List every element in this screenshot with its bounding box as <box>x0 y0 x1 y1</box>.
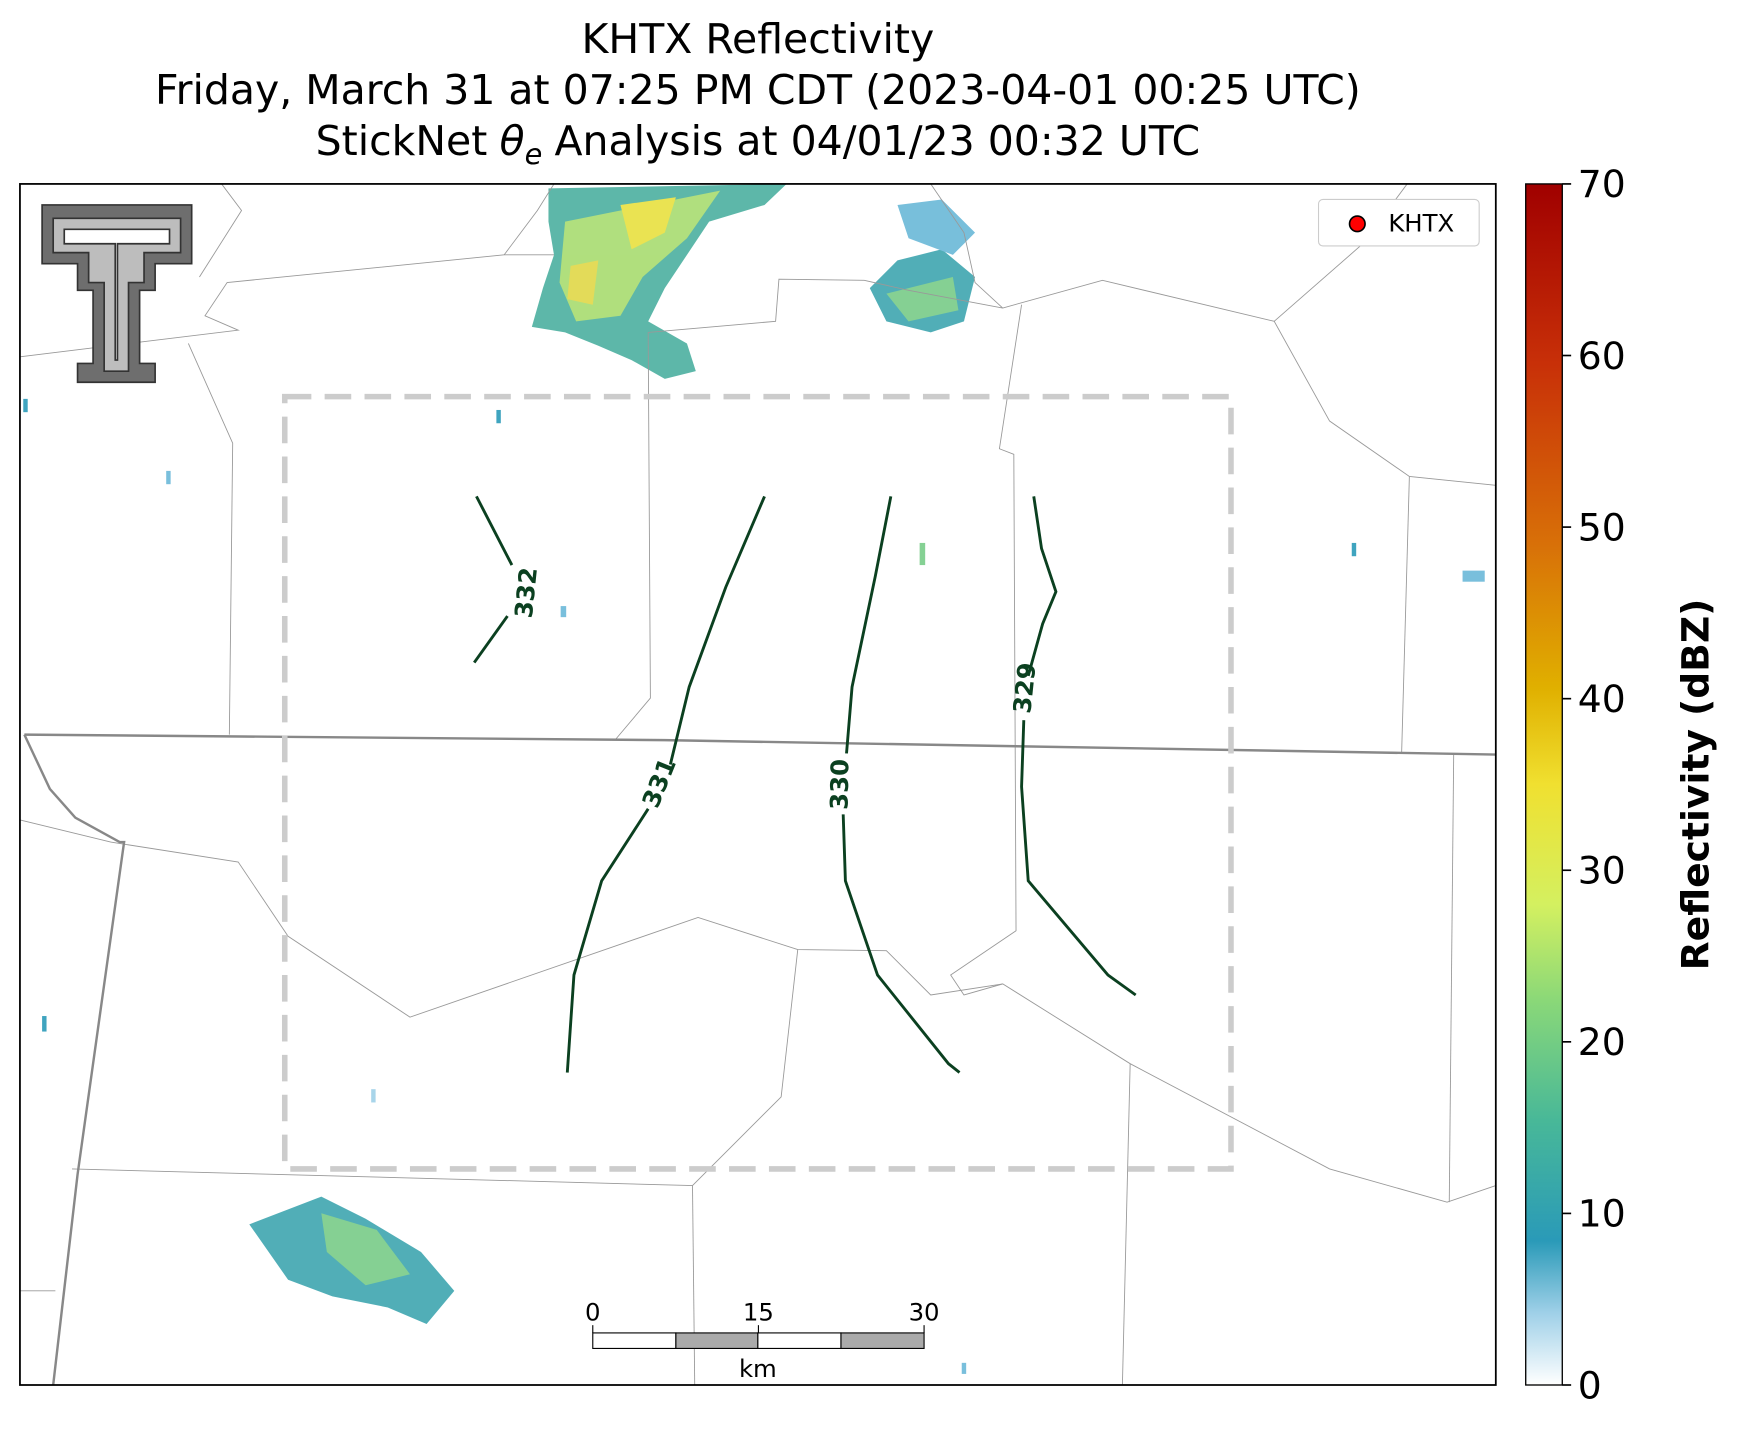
logo <box>41 204 193 384</box>
legend: KHTX <box>1317 198 1480 247</box>
colorbar-tick-label: 0 <box>1578 1363 1602 1407</box>
legend-label: KHTX <box>1388 209 1454 238</box>
title-line: Friday, March 31 at 07:25 PM CDT (2023-0… <box>155 66 1361 114</box>
legend-box <box>1317 198 1480 247</box>
scale-unit: km <box>739 1354 777 1383</box>
colorbar-tick-label: 20 <box>1578 1020 1626 1064</box>
contour-line <box>565 808 650 1073</box>
title-text: StickNet <box>316 117 488 165</box>
analysis-domain <box>281 393 1234 1172</box>
colorbar <box>1525 183 1563 1386</box>
scale-bar: km <box>592 1332 925 1383</box>
scale-tick-label: 30 <box>909 1298 940 1327</box>
contour-label: 329 <box>1007 661 1041 715</box>
contour-line <box>473 615 509 664</box>
contour-label: 332 <box>509 566 543 620</box>
contour-line <box>841 814 961 1074</box>
colorbar-tick-label: 40 <box>1578 677 1626 721</box>
colorbar-tick-label: 70 <box>1578 162 1626 206</box>
contour-line <box>668 495 766 765</box>
scale-tick-label: 0 <box>585 1298 601 1327</box>
title-line: KHTX Reflectivity <box>582 15 935 63</box>
title-symbol: θ <box>500 117 525 165</box>
contour-line <box>845 496 893 754</box>
contour-label: 330 <box>825 759 855 810</box>
figure: KHTX Reflectivity Friday, March 31 at 07… <box>19 15 1718 1407</box>
map-frame <box>19 183 1497 1386</box>
contour-line <box>1026 496 1058 677</box>
title-text: Analysis at 04/01/23 00:32 UTC <box>555 117 1201 165</box>
colorbar-tick-label: 10 <box>1578 1192 1626 1236</box>
contour-line <box>1020 720 1137 997</box>
colorbar-tick-label: 50 <box>1578 505 1626 549</box>
colorbar-tick-label: 60 <box>1578 334 1626 378</box>
title-subscript: e <box>525 137 543 171</box>
colorbar-label: Reflectivity (dBZ) <box>1674 599 1718 971</box>
contour-label: 331 <box>636 754 682 812</box>
title-line: StickNet θe Analysis at 04/01/23 00:32 UTC <box>316 117 1200 171</box>
scale-tick-label: 15 <box>743 1298 774 1327</box>
legend-marker <box>1348 215 1366 233</box>
map <box>19 183 1496 1386</box>
radar-echoes <box>23 183 1485 1374</box>
colorbar-tick-label: 30 <box>1578 849 1626 893</box>
contour-line <box>475 495 514 566</box>
